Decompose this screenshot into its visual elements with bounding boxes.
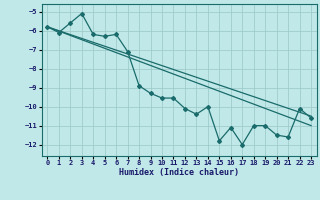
X-axis label: Humidex (Indice chaleur): Humidex (Indice chaleur) xyxy=(119,168,239,177)
